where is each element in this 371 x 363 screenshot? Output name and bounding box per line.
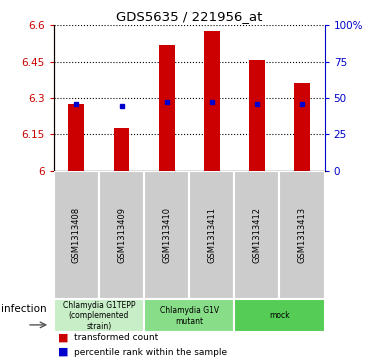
Bar	[204, 32, 220, 171]
Text: ■: ■	[58, 333, 68, 343]
Text: GSM1313412: GSM1313412	[252, 207, 262, 263]
Text: GSM1313411: GSM1313411	[207, 207, 216, 263]
Bar	[234, 171, 279, 299]
Title: GDS5635 / 221956_at: GDS5635 / 221956_at	[116, 10, 262, 23]
Text: transformed count: transformed count	[74, 333, 158, 342]
Text: ■: ■	[58, 347, 68, 357]
Bar	[54, 299, 144, 332]
Bar	[99, 171, 144, 299]
Bar	[159, 45, 174, 171]
Text: percentile rank within the sample: percentile rank within the sample	[74, 348, 227, 356]
Bar	[144, 171, 189, 299]
Text: infection: infection	[1, 303, 46, 314]
Bar	[294, 83, 310, 171]
Bar	[54, 171, 99, 299]
Text: GSM1313413: GSM1313413	[298, 207, 306, 263]
Bar	[279, 171, 325, 299]
Bar	[69, 104, 84, 171]
Bar	[234, 299, 325, 332]
Text: Chlamydia G1V
mutant: Chlamydia G1V mutant	[160, 306, 219, 326]
Bar	[189, 171, 234, 299]
Bar	[249, 61, 265, 171]
Text: Chlamydia G1TEPP
(complemented
strain): Chlamydia G1TEPP (complemented strain)	[63, 301, 135, 331]
Text: GSM1313409: GSM1313409	[117, 207, 126, 263]
Text: GSM1313410: GSM1313410	[162, 207, 171, 263]
Text: GSM1313408: GSM1313408	[72, 207, 81, 263]
Bar	[114, 128, 129, 171]
Text: mock: mock	[269, 311, 290, 320]
Bar	[144, 299, 234, 332]
